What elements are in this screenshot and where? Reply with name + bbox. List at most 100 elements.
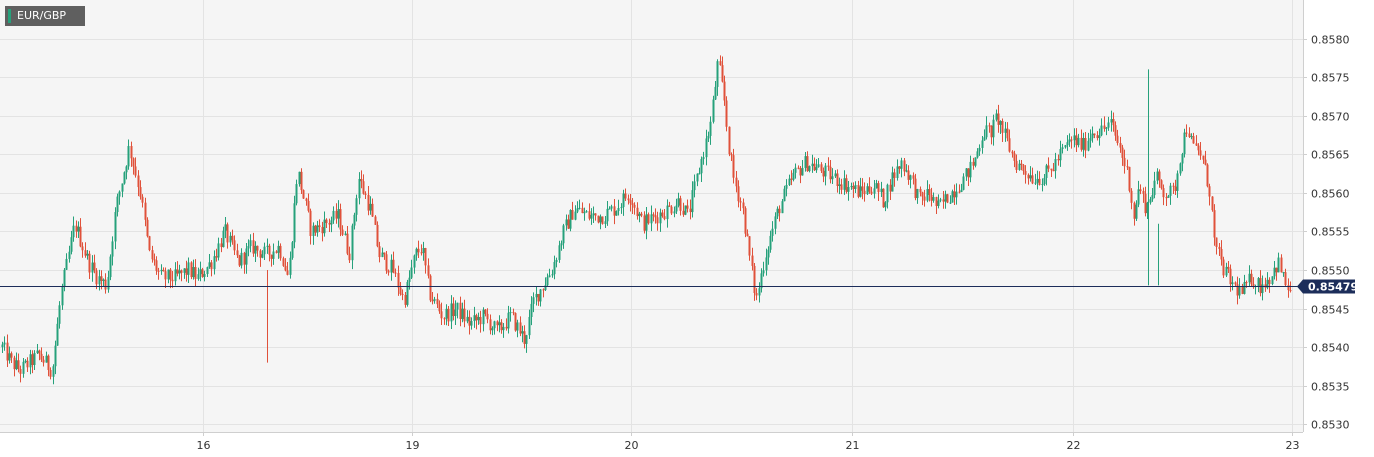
candle-body (709, 121, 712, 136)
candle-body (999, 121, 1002, 125)
candle-body (121, 183, 124, 192)
candle-body (1045, 165, 1048, 178)
candle-body (707, 135, 710, 139)
candle-body (870, 191, 873, 194)
candle-body (797, 167, 800, 169)
candle-body (1238, 286, 1241, 296)
candle-body (539, 289, 542, 302)
candle-body (81, 246, 84, 251)
candle-body (1165, 197, 1168, 199)
candle-body (127, 146, 130, 167)
candle-body (36, 350, 39, 353)
candle-body (663, 216, 666, 220)
candle-body (562, 225, 565, 244)
candle-body (822, 170, 825, 177)
candle-body (385, 254, 388, 271)
candle-body (1199, 150, 1202, 156)
candle-body (992, 119, 995, 138)
candle-body (54, 345, 57, 367)
candle-body (1229, 268, 1232, 285)
candle-body (863, 190, 866, 195)
candle-body (585, 211, 588, 213)
candle-body (500, 322, 503, 331)
candle-body (176, 269, 179, 274)
candle-body (33, 352, 36, 365)
candle-body (1271, 276, 1274, 285)
candle-body (1190, 136, 1193, 138)
candle-body (677, 198, 680, 206)
candle-body (68, 251, 71, 259)
candle-body (935, 197, 938, 207)
candle-body (1130, 190, 1133, 203)
candle-body (742, 202, 745, 209)
candle-body (1275, 267, 1278, 273)
candle-body (583, 212, 586, 214)
candle-body (270, 254, 273, 259)
candle-body (40, 353, 43, 360)
candle-body (1011, 151, 1014, 154)
candle-body (29, 354, 32, 368)
x-tick-label: 21 (846, 439, 860, 452)
candle-body (1280, 257, 1283, 273)
candle-body (291, 242, 294, 258)
candle-body (588, 211, 591, 219)
candle-body (834, 173, 837, 177)
candle-body (555, 259, 558, 262)
candle-body (220, 243, 223, 248)
candle-body (390, 259, 393, 273)
candle-body (171, 279, 174, 282)
candle-body (521, 331, 524, 334)
candle-body (17, 360, 20, 370)
candle-body (815, 167, 818, 171)
candle-body (629, 200, 632, 204)
candle-body (236, 250, 239, 256)
candle-body (831, 176, 834, 180)
candle-body (201, 269, 204, 277)
candle-body (599, 216, 602, 223)
candle-body (1169, 185, 1172, 196)
candle-body (728, 126, 731, 155)
candle-body (799, 168, 802, 176)
candle-body (868, 186, 871, 192)
candle-body (1287, 285, 1290, 291)
candle-body (806, 156, 809, 172)
candle-body (1139, 189, 1142, 192)
candle-body (482, 309, 485, 325)
candle-body (247, 246, 250, 249)
candle-body (1144, 193, 1147, 214)
candle-body (422, 248, 425, 253)
candle-body (111, 241, 114, 257)
candle-body (507, 312, 510, 329)
candle-body (1284, 272, 1287, 286)
candle-body (341, 229, 344, 235)
candle-body (1181, 154, 1184, 164)
candle-body (477, 316, 480, 321)
candle-body (737, 186, 740, 202)
candle-body (130, 146, 133, 159)
candle-body (553, 261, 556, 275)
candle-body (840, 184, 843, 190)
current-price-label: 0.85479 (1308, 281, 1358, 294)
candle-body (907, 170, 910, 180)
candle-body (360, 178, 363, 182)
candle-body (180, 270, 183, 273)
candle-body (502, 326, 505, 331)
candle-body (546, 277, 549, 286)
candle-body (811, 163, 814, 167)
candle-body (905, 170, 908, 172)
candle-body (951, 191, 954, 203)
candle-body (1027, 174, 1030, 179)
candle-body (693, 181, 696, 191)
candle-body (854, 185, 857, 190)
candle-body (537, 293, 540, 302)
candle-body (447, 308, 450, 322)
candle-body (684, 205, 687, 215)
symbol-badge[interactable]: EUR/GBP (5, 6, 85, 26)
candle-body (843, 178, 846, 190)
candle-body (702, 157, 705, 160)
candle-body (470, 321, 473, 326)
candle-body (1075, 135, 1078, 146)
candle-body (332, 210, 335, 221)
